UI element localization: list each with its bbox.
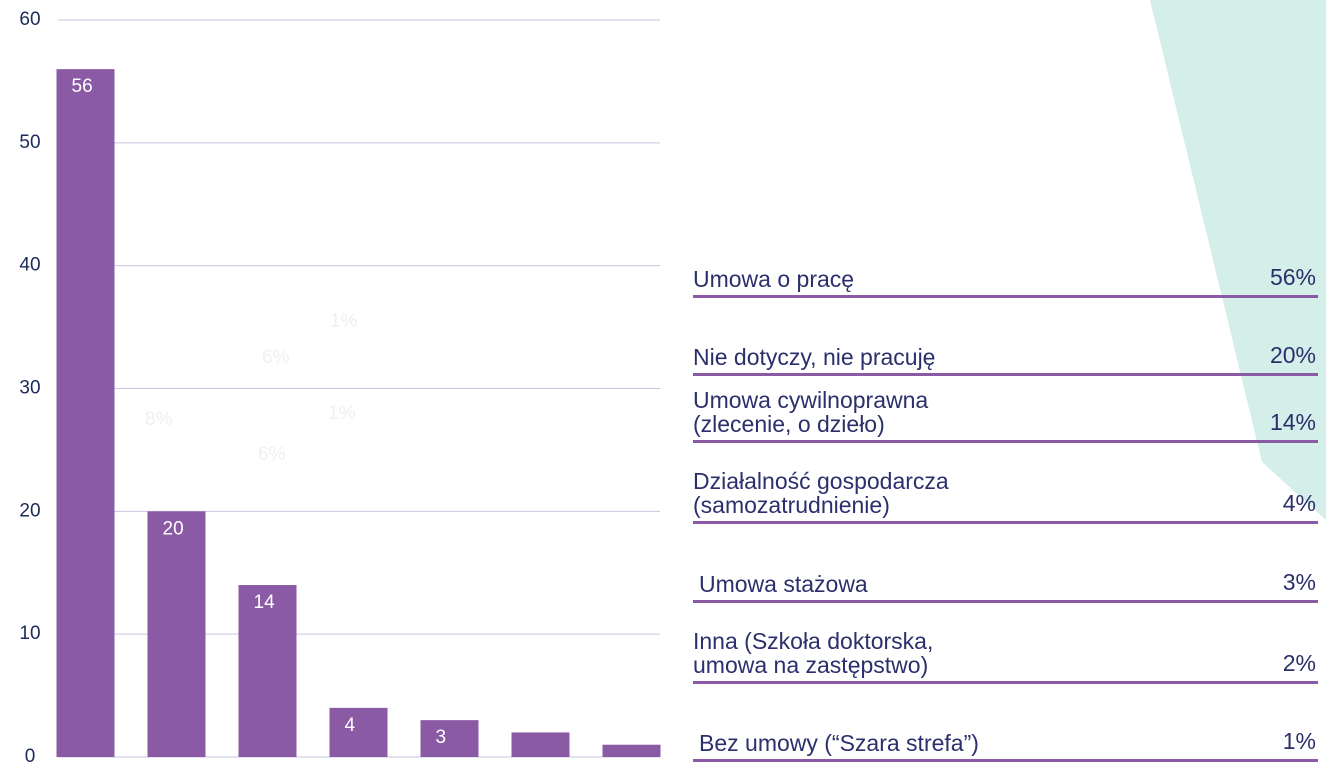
legend-label: Umowa cywilnoprawna (zlecenie, o dzieło) bbox=[693, 387, 929, 437]
bar bbox=[329, 707, 388, 757]
legend-value: 1% bbox=[1282, 728, 1316, 754]
annotation: 6% bbox=[258, 444, 286, 465]
bar bbox=[420, 720, 479, 757]
legend-label: Umowa stażowa bbox=[699, 571, 868, 597]
legend-value: 56% bbox=[1269, 264, 1316, 290]
legend-row: Inna (Szkoła doktorska, umowa na zastęps… bbox=[693, 620, 1318, 684]
legend-value: 14% bbox=[1269, 409, 1316, 435]
y-tick-label: 30 bbox=[19, 378, 40, 399]
annotation: 6% bbox=[262, 347, 290, 368]
legend-value: 3% bbox=[1282, 569, 1316, 595]
legend-row: Umowa o pracę 56% bbox=[693, 255, 1318, 298]
y-tick-label: 0 bbox=[25, 746, 36, 766]
y-tick-label: 60 bbox=[19, 9, 40, 30]
bar bbox=[56, 69, 115, 758]
legend-label: Inna (Szkoła doktorska, umowa na zastęps… bbox=[693, 628, 934, 678]
data-label: 4 bbox=[345, 715, 356, 736]
legend-label: Bez umowy (“Szara strefa”) bbox=[699, 730, 979, 756]
legend-label: Nie dotyczy, nie pracuję bbox=[693, 344, 936, 370]
legend-label: Umowa o pracę bbox=[693, 266, 855, 292]
legend-label: Działalność gospodarcza (samozatrudnieni… bbox=[693, 468, 949, 518]
y-tick-label: 40 bbox=[19, 255, 40, 276]
bar bbox=[602, 744, 661, 757]
bar bbox=[238, 585, 297, 757]
legend-row: Działalność gospodarcza (samozatrudnieni… bbox=[693, 465, 1318, 524]
y-tick-label: 20 bbox=[19, 500, 40, 521]
annotation: 8% bbox=[145, 409, 173, 430]
data-label: 20 bbox=[163, 518, 184, 539]
data-label: 56 bbox=[72, 76, 93, 97]
legend-row: Bez umowy (“Szara strefa”) 1% bbox=[693, 712, 1318, 762]
bar bbox=[147, 511, 206, 757]
legend-value: 2% bbox=[1282, 650, 1316, 676]
legend-row: Nie dotyczy, nie pracuję 20% bbox=[693, 333, 1318, 376]
data-label: 3 bbox=[436, 727, 447, 748]
legend-value: 20% bbox=[1269, 342, 1316, 368]
y-tick-label: 50 bbox=[19, 132, 40, 153]
legend-row: Umowa stażowa 3% bbox=[693, 557, 1318, 603]
y-tick-label: 10 bbox=[19, 623, 40, 644]
annotation: 1% bbox=[330, 311, 358, 332]
data-label: 14 bbox=[254, 592, 276, 613]
background-shape bbox=[1150, 0, 1326, 520]
annotation: 1% bbox=[328, 403, 356, 424]
bar bbox=[511, 732, 570, 757]
legend-value: 4% bbox=[1282, 490, 1316, 516]
legend-row: Umowa cywilnoprawna (zlecenie, o dzieło)… bbox=[693, 385, 1318, 443]
